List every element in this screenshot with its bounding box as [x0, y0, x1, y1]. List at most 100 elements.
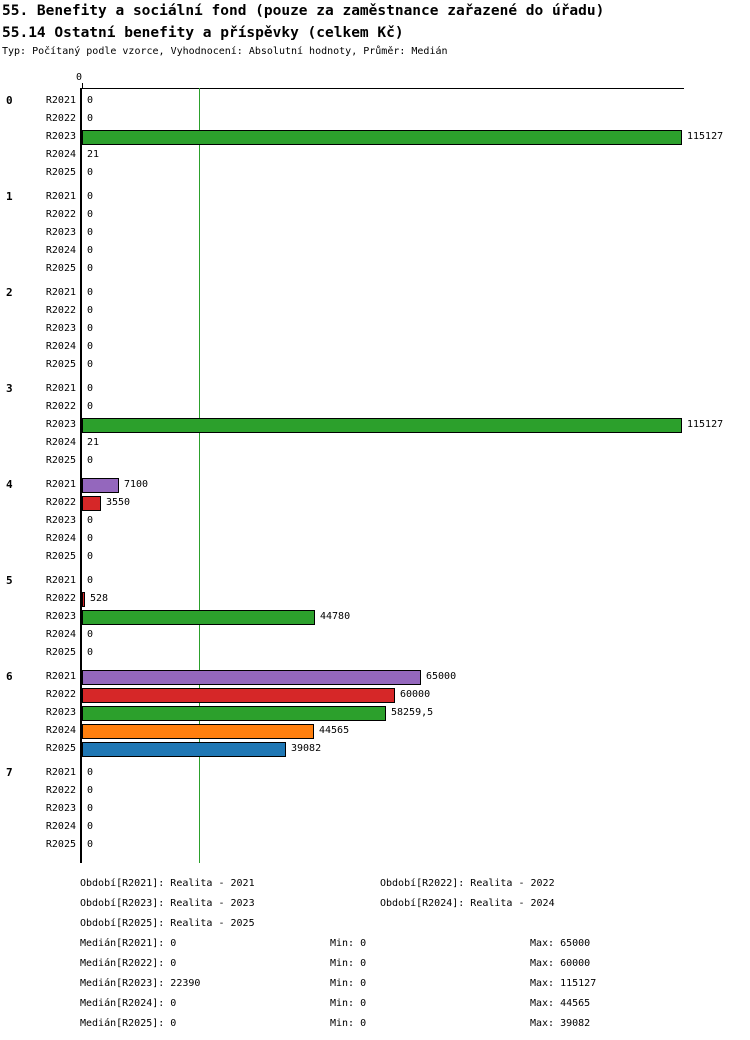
- row-label: R2021: [45, 287, 76, 298]
- bar-value-label: 528: [90, 593, 109, 604]
- bar-value-label: 0: [87, 551, 94, 562]
- row-label: R2023: [45, 323, 76, 334]
- bar-value-label: 44780: [320, 611, 351, 622]
- bar-r2022: [82, 591, 85, 607]
- bar-value-label: 0: [87, 341, 94, 352]
- row-label: R2025: [45, 167, 76, 178]
- row-label: R2022: [45, 401, 76, 412]
- bar-value-label: 0: [87, 647, 94, 658]
- bar-value-label: 0: [87, 455, 94, 466]
- row-label: R2023: [45, 611, 76, 622]
- bar-r2023: [82, 609, 315, 625]
- bar-value-label: 0: [87, 323, 94, 334]
- bar-value-label: 44565: [319, 725, 350, 736]
- group-label: 4: [6, 478, 13, 491]
- group-label: 2: [6, 286, 13, 299]
- bar-value-label: 0: [87, 359, 94, 370]
- legend-item: Období[R2022]: Realita - 2022: [380, 878, 555, 889]
- legend-item: Období[R2024]: Realita - 2024: [380, 898, 555, 909]
- stat-median: Medián[R2025]: 0: [80, 1018, 177, 1029]
- row-label: R2021: [45, 95, 76, 106]
- stat-max: Max: 115127: [530, 978, 597, 989]
- bar-value-label: 0: [87, 629, 94, 640]
- bar-value-label: 0: [87, 821, 94, 832]
- row-label: R2024: [45, 437, 76, 448]
- bar-value-label: 0: [87, 263, 94, 274]
- row-label: R2025: [45, 743, 76, 754]
- bar-value-label: 0: [87, 113, 94, 124]
- stat-median: Medián[R2024]: 0: [80, 998, 177, 1009]
- row-label: R2025: [45, 455, 76, 466]
- axis-tick-mark: [82, 83, 83, 88]
- group-label: 0: [6, 94, 13, 107]
- row-label: R2021: [45, 191, 76, 202]
- row-label: R2025: [45, 359, 76, 370]
- bar-value-label: 0: [87, 191, 94, 202]
- bar-r2022: [82, 687, 395, 703]
- row-label: R2022: [45, 497, 76, 508]
- row-label: R2025: [45, 839, 76, 850]
- row-label: R2022: [45, 689, 76, 700]
- bar-value-label: 0: [87, 167, 94, 178]
- median-line: [199, 88, 200, 863]
- stat-max: Max: 44565: [530, 998, 591, 1009]
- row-label: R2024: [45, 341, 76, 352]
- row-label: R2021: [45, 671, 76, 682]
- bar-value-label: 0: [87, 575, 94, 586]
- y-axis-line: [80, 88, 82, 863]
- row-label: R2025: [45, 263, 76, 274]
- bar-value-label: 21: [87, 437, 100, 448]
- stat-median: Medián[R2023]: 22390: [80, 978, 201, 989]
- row-label: R2021: [45, 575, 76, 586]
- bar-value-label: 39082: [291, 743, 322, 754]
- page-title: 55. Benefity a sociální fond (pouze za z…: [2, 3, 605, 19]
- bar-value-label: 0: [87, 515, 94, 526]
- stat-min: Min: 0: [330, 1018, 367, 1029]
- group-label: 1: [6, 190, 13, 203]
- bar-r2025: [82, 741, 286, 757]
- row-label: R2024: [45, 533, 76, 544]
- stat-min: Min: 0: [330, 978, 367, 989]
- row-label: R2023: [45, 419, 76, 430]
- row-label: R2022: [45, 593, 76, 604]
- bar-value-label: 0: [87, 209, 94, 220]
- row-label: R2022: [45, 209, 76, 220]
- row-label: R2022: [45, 785, 76, 796]
- legend-item: Období[R2023]: Realita - 2023: [80, 898, 255, 909]
- bar-value-label: 0: [87, 287, 94, 298]
- row-label: R2022: [45, 305, 76, 316]
- chart-meta-info: Typ: Počítaný podle vzorce, Vyhodnocení:…: [2, 46, 448, 57]
- bar-value-label: 115127: [687, 419, 724, 430]
- row-label: R2021: [45, 767, 76, 778]
- bar-value-label: 0: [87, 839, 94, 850]
- row-label: R2023: [45, 803, 76, 814]
- row-label: R2024: [45, 821, 76, 832]
- bar-value-label: 0: [87, 305, 94, 316]
- bar-r2023: [82, 417, 682, 433]
- bar-r2022: [82, 495, 101, 511]
- stat-max: Max: 60000: [530, 958, 591, 969]
- row-label: R2024: [45, 245, 76, 256]
- bar-value-label: 0: [87, 383, 94, 394]
- row-label: R2023: [45, 227, 76, 238]
- row-label: R2021: [45, 383, 76, 394]
- group-label: 7: [6, 766, 13, 779]
- legend-item: Období[R2025]: Realita - 2025: [80, 918, 255, 929]
- x-axis-line: [80, 88, 684, 89]
- bar-value-label: 60000: [400, 689, 431, 700]
- row-label: R2023: [45, 515, 76, 526]
- row-label: R2025: [45, 647, 76, 658]
- row-label: R2024: [45, 725, 76, 736]
- page-subtitle: 55.14 Ostatní benefity a příspěvky (celk…: [2, 25, 404, 41]
- stat-max: Max: 65000: [530, 938, 591, 949]
- bar-value-label: 3550: [106, 497, 131, 508]
- legend-item: Období[R2021]: Realita - 2021: [80, 878, 255, 889]
- bar-value-label: 0: [87, 533, 94, 544]
- bar-value-label: 0: [87, 95, 94, 106]
- bar-value-label: 0: [87, 785, 94, 796]
- stat-min: Min: 0: [330, 998, 367, 1009]
- bar-r2021: [82, 477, 119, 493]
- group-label: 3: [6, 382, 13, 395]
- bar-value-label: 7100: [124, 479, 149, 490]
